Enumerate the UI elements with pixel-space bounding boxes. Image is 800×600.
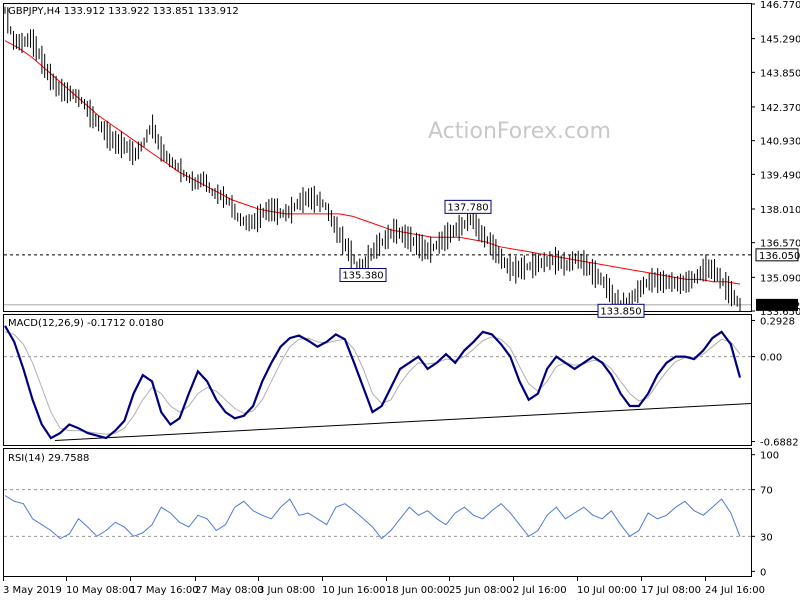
x-tick-label: 10 Jun 16:00 xyxy=(322,585,386,596)
y-axis-labels: 146.770 145.290 143.850 142.370 140.930 139.4… xyxy=(751,0,800,578)
y-tick-label: 136.570 xyxy=(760,239,800,250)
x-tick-label: 17 May 16:00 xyxy=(130,585,199,596)
y-tick-label: 139.490 xyxy=(760,170,800,181)
macd-signal-line xyxy=(4,331,741,435)
x-tick-label: 18 Jun 00:00 xyxy=(386,585,450,596)
y-tick-label: 135.090 xyxy=(760,273,800,284)
x-tick-label: 10 Jul 00:00 xyxy=(577,585,637,596)
price-panel xyxy=(3,3,752,312)
x-tick-label: 25 Jun 08:00 xyxy=(449,585,513,596)
annotation-box xyxy=(597,303,645,318)
y-tick-label: 133.650 xyxy=(760,307,800,318)
macd-trendline xyxy=(54,402,752,442)
x-tick-label: 24 Jul 16:00 xyxy=(705,585,765,596)
y-tick-label: 140.930 xyxy=(760,137,800,148)
x-tick-label: 10 May 08:00 xyxy=(66,585,135,596)
y-tick-label: 146.770 xyxy=(760,0,800,11)
level-box-label: 136.050 xyxy=(759,251,800,262)
macd-series-layer xyxy=(4,325,752,442)
annotation-box xyxy=(444,199,492,214)
annotation-label: 135.380 xyxy=(342,271,383,282)
price-box-label: 133.912 xyxy=(759,301,800,312)
watermark: ActionForex.com xyxy=(428,119,611,144)
y-tick-label: -0.6882 xyxy=(760,438,799,449)
y-tick-label: 145.290 xyxy=(760,35,800,46)
y-tick-label: 0.2928 xyxy=(760,316,795,327)
level-box xyxy=(755,248,799,262)
rsi-line xyxy=(4,495,741,540)
annotation-label: 137.780 xyxy=(447,202,488,213)
price-series-layer: 137.780 135.380 133.850 xyxy=(4,6,751,318)
y-tick-label: 70 xyxy=(760,486,773,497)
macd-main-line xyxy=(4,325,742,440)
x-tick-label: 27 May 08:00 xyxy=(195,585,264,596)
macd-title: MACD(12,26,9) -0.1712 0.0180 xyxy=(8,318,164,329)
macd-panel xyxy=(3,314,752,446)
x-tick-label: 3 May 2019 xyxy=(3,585,62,596)
y-tick-label: 142.370 xyxy=(760,103,800,114)
price-box xyxy=(756,298,798,311)
y-tick-label: 0.00 xyxy=(760,353,782,364)
x-tick-label: 2 Jul 16:00 xyxy=(513,585,567,596)
rsi-series-layer xyxy=(4,489,751,540)
annotation-label: 133.850 xyxy=(600,306,641,317)
annotation-box xyxy=(339,268,387,283)
y-tick-label: 143.850 xyxy=(760,68,800,79)
y-tick-label: 138.010 xyxy=(760,205,800,216)
y-tick-label: 0 xyxy=(760,567,766,578)
x-tick-label: 3 Jun 08:00 xyxy=(258,585,315,596)
x-tick-label: 17 Jul 08:00 xyxy=(641,585,701,596)
moving-average-line xyxy=(4,40,741,285)
rsi-title: RSI(14) 29.7588 xyxy=(8,453,89,464)
y-tick-label: 100 xyxy=(760,451,779,462)
price-title: GBPJPY,H4 133.912 133.922 133.851 133.91… xyxy=(8,6,239,17)
rsi-panel xyxy=(3,448,752,577)
y-tick-label: 30 xyxy=(760,532,773,543)
